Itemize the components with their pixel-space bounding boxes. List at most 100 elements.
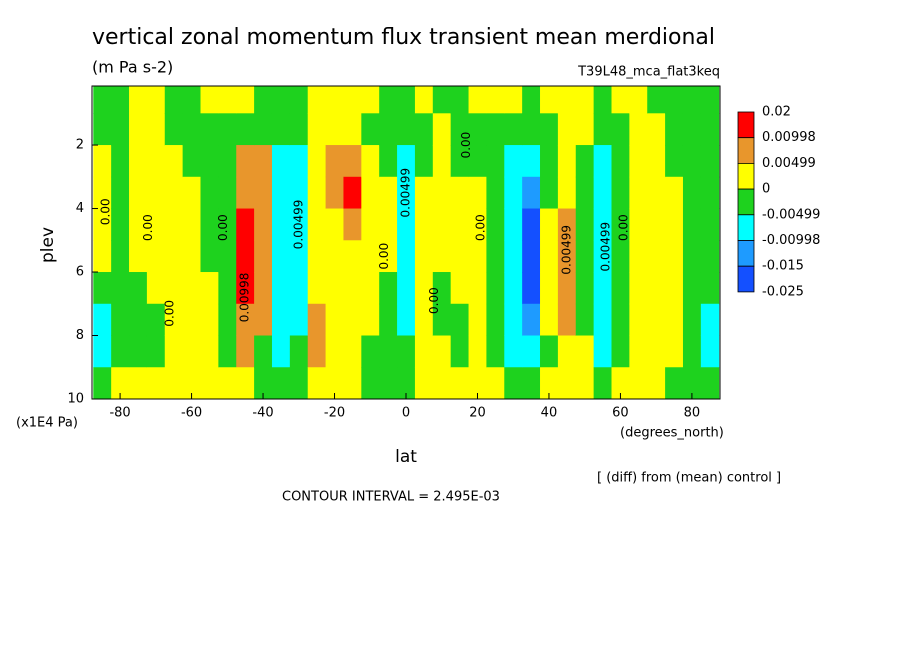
field-cell [611,272,630,305]
field-cell [146,113,166,146]
field-cell [504,86,523,114]
field-cell [450,208,470,241]
field-cell [343,335,362,368]
contour-label: 0.00 [617,214,631,241]
field-cell [700,240,720,273]
field-cell [575,240,595,273]
field-cell [236,113,255,146]
field-cell [432,86,452,114]
contour-label: 0.00 [216,214,230,241]
field-cell [361,86,380,114]
field-cell [254,176,273,210]
y-tick-label: 6 [76,265,84,280]
field-cell [540,208,559,241]
field-cell [682,86,702,114]
field-cell [700,176,720,210]
field-cell [146,367,166,400]
field-cell [504,240,523,273]
field-cell [200,113,219,146]
field-cell [682,113,702,146]
field-cell [486,145,505,178]
field-cell [504,145,523,178]
field-cell [379,86,398,114]
field-cell [343,86,362,114]
field-cell [164,86,184,114]
field-cell [647,303,666,337]
field-cell [218,113,237,146]
field-cell [522,113,541,146]
field-cell [450,303,470,337]
field-cell [414,367,434,400]
field-cell [647,208,666,241]
field-cell [200,303,219,337]
field-cell [93,335,112,368]
field-cell [700,86,720,114]
field-cell [557,86,577,114]
field-cell [146,303,166,337]
field-cell [486,367,505,400]
field-cell [361,272,380,305]
field-cell [593,113,612,146]
field-cell [111,86,130,114]
field-cell [397,240,416,273]
field-cell [111,367,130,400]
field-cell [379,367,398,400]
field-cell [379,176,398,210]
field-cell [540,113,559,146]
field-cell [289,208,309,241]
field-cell [307,240,327,273]
field-cell [236,335,255,368]
field-cell [414,113,434,146]
field-cell [397,145,416,178]
contour-label: 0.00 [474,214,488,241]
field-cell [414,272,434,305]
field-cell [236,176,255,210]
field-cell [289,240,309,273]
field-cell [414,303,434,337]
field-cell [700,272,720,305]
field-cell [665,303,684,337]
field-cell [647,86,666,114]
field-cell [343,272,362,305]
field-cell [450,335,470,368]
field-cell [682,335,702,368]
field-cell [593,367,612,400]
field-cell [111,113,130,146]
field-cell [182,367,202,400]
field-cell [182,303,202,337]
field-cell [93,176,112,210]
contour-interval: CONTOUR INTERVAL = 2.495E-03 [282,490,500,505]
field-cell [236,272,255,305]
field-cell [522,208,541,241]
field-cell [289,303,309,337]
field-cell [611,367,630,400]
field-cell [540,272,559,305]
field-cell [682,367,702,400]
field-cell [236,303,255,337]
field-cell [307,272,327,305]
field-cell [111,303,130,337]
subtitle: (m Pa s-2) [92,58,173,77]
field-cell [307,303,327,337]
field-cell [575,303,595,337]
field-cell [540,176,559,210]
field-cell [236,240,255,273]
overlay: 0.00 0.00 0.00 0.00 0.00998 0.00499 0.00 0.0049… [91,85,721,400]
field-cell [682,208,702,241]
field-cell [557,303,577,337]
field-cell [254,113,273,146]
colorbar-swatch [737,214,755,241]
field-cell [450,86,470,114]
field-cell [575,145,595,178]
field-cell [164,303,184,337]
field-cell [325,176,344,210]
field-cell [432,145,452,178]
x-tick-label: 40 [541,406,558,421]
field-cell [414,86,434,114]
field-cell [575,335,595,368]
field-cell [647,113,666,146]
field-cell [611,335,630,368]
field-cell [379,208,398,241]
field-cell [111,208,130,241]
field-cell [93,240,112,273]
